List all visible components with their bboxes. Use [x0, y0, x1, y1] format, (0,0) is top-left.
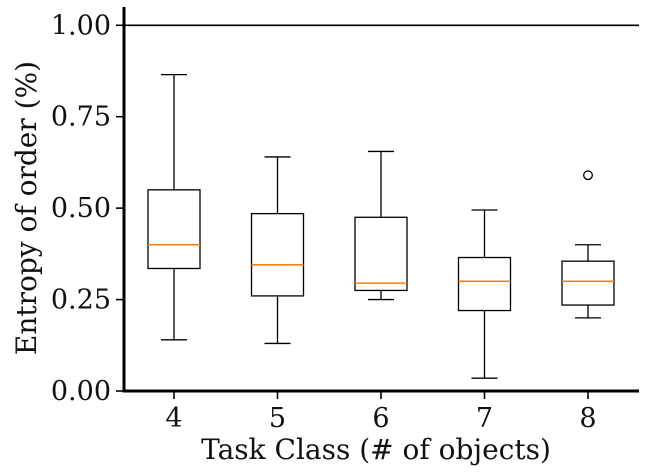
y-tick-label: 0.50: [51, 193, 111, 224]
box-category-7: [457, 209, 512, 379]
box-category-5: [250, 156, 305, 345]
x-tick-label: 7: [476, 403, 493, 434]
y-tick-label: 0.00: [51, 376, 111, 407]
x-tick-label: 4: [165, 403, 182, 434]
x-tick-label: 6: [372, 403, 389, 434]
iqr-box: [457, 256, 512, 312]
x-tick-label: 8: [579, 403, 596, 434]
box-category-8: [561, 170, 615, 319]
boxes-layer: [147, 74, 615, 379]
iqr-box: [147, 189, 201, 270]
y-tick-label: 0.75: [51, 102, 111, 133]
y-tick-label: 0.25: [51, 285, 111, 316]
box-category-4: [147, 74, 201, 341]
box-category-6: [354, 150, 408, 301]
x-tick-label: 5: [269, 403, 286, 434]
y-axis-label: Entropy of order (%): [10, 61, 43, 355]
iqr-box: [354, 216, 408, 292]
iqr-box: [250, 212, 305, 297]
outlier-point: [583, 170, 593, 181]
y-tick-label: 1.00: [51, 10, 111, 41]
ticks-layer: 0.00 0.25 0.50 0.75 1.00 4 5 6 7 8: [51, 10, 597, 434]
x-axis-label: Task Class (# of objects): [201, 433, 551, 466]
iqr-box: [561, 260, 615, 306]
